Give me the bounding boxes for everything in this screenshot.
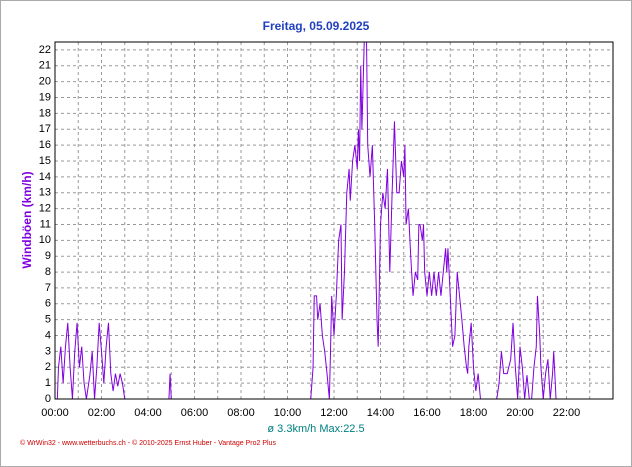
y-tick-label: 4 bbox=[45, 329, 51, 341]
y-tick-label: 6 bbox=[45, 298, 51, 310]
x-tick-label: 02:00 bbox=[88, 407, 116, 419]
x-tick-label: 00:00 bbox=[41, 407, 69, 419]
y-tick-label: 8 bbox=[45, 266, 51, 278]
x-tick-label: 18:00 bbox=[460, 407, 488, 419]
chart-title: Freitag, 05.09.2025 bbox=[263, 19, 370, 33]
y-tick-label: 21 bbox=[39, 60, 51, 72]
y-tick-label: 18 bbox=[39, 107, 51, 119]
x-tick-label: 10:00 bbox=[274, 407, 302, 419]
x-tick-label: 04:00 bbox=[134, 407, 162, 419]
y-tick-label: 12 bbox=[39, 203, 51, 215]
x-tick-label: 16:00 bbox=[413, 407, 441, 419]
x-tick-label: 14:00 bbox=[367, 407, 395, 419]
y-tick-label: 2 bbox=[45, 361, 51, 373]
data-line bbox=[55, 41, 611, 400]
y-tick-label: 11 bbox=[40, 218, 51, 230]
plot-area bbox=[55, 42, 613, 399]
y-tick-label: 10 bbox=[39, 234, 51, 246]
y-tick-label: 5 bbox=[45, 314, 51, 326]
y-tick-label: 14 bbox=[39, 171, 51, 183]
y-tick-label: 1 bbox=[45, 377, 51, 389]
y-tick-label: 3 bbox=[45, 345, 51, 357]
x-tick-label: 08:00 bbox=[227, 407, 255, 419]
y-tick-label: 15 bbox=[39, 155, 51, 167]
x-tick-label: 12:00 bbox=[320, 407, 348, 419]
y-tick-label: 13 bbox=[39, 187, 51, 199]
y-tick-label: 22 bbox=[39, 44, 51, 56]
y-tick-label: 19 bbox=[39, 91, 51, 103]
y-tick-label: 0 bbox=[45, 393, 51, 405]
x-tick-label: 22:00 bbox=[553, 407, 581, 419]
credit: © WrWin32 - www.wetterbuchs.ch - © 2010-… bbox=[20, 439, 276, 447]
x-tick-label: 06:00 bbox=[181, 407, 209, 419]
y-tick-label: 20 bbox=[39, 76, 51, 88]
summary: ø 3.3km/h Max:22.5 bbox=[267, 423, 364, 435]
y-tick-label: 17 bbox=[39, 123, 51, 135]
x-tick-label: 20:00 bbox=[506, 407, 534, 419]
y-axis-label: Windböen (km/h) bbox=[20, 171, 34, 268]
y-tick-label: 7 bbox=[45, 282, 51, 294]
y-tick-label: 9 bbox=[45, 250, 51, 262]
y-tick-label: 16 bbox=[39, 139, 51, 151]
plot-border bbox=[54, 41, 614, 400]
